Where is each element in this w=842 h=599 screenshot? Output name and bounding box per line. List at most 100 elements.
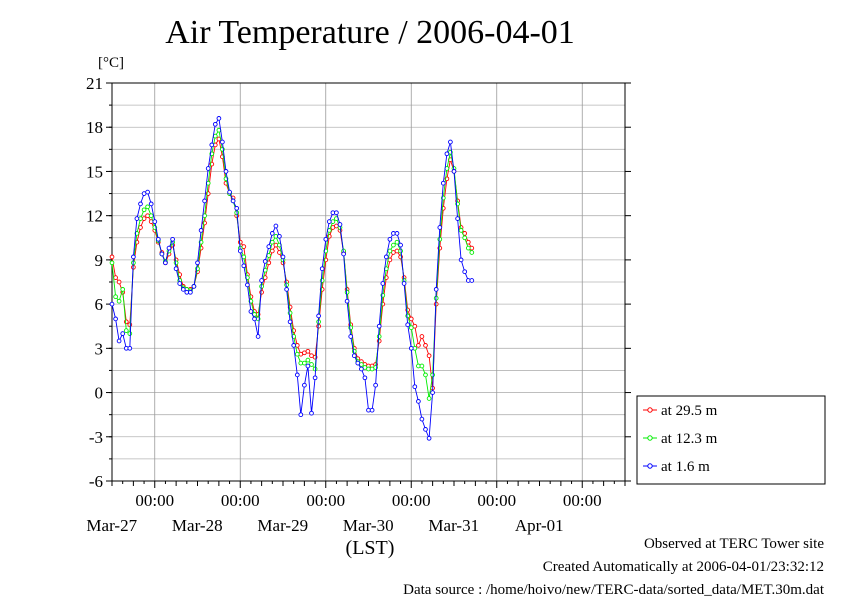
data-point — [220, 139, 225, 145]
data-point — [273, 223, 279, 229]
data-point — [195, 260, 200, 266]
data-point — [319, 266, 325, 272]
data-point — [291, 343, 297, 348]
data-point — [152, 219, 158, 224]
data-point — [391, 242, 396, 248]
y-tick-label: -3 — [89, 428, 103, 447]
y-tick-label: 12 — [86, 207, 103, 226]
data-point — [326, 219, 332, 224]
y-tick-label: 9 — [95, 251, 104, 270]
data-point — [416, 399, 421, 404]
data-point — [316, 313, 321, 319]
data-point — [255, 334, 261, 339]
data-point — [351, 353, 357, 359]
chart-title: Air Temperature / 2006-04-01 — [165, 14, 575, 51]
data-point — [216, 116, 222, 121]
data-point — [287, 319, 293, 325]
data-point — [369, 407, 375, 413]
data-point — [412, 384, 418, 390]
data-point — [120, 331, 126, 336]
data-point — [109, 254, 115, 260]
data-point — [259, 278, 264, 283]
data-point — [173, 260, 179, 266]
data-point — [348, 334, 354, 339]
data-point — [426, 353, 432, 359]
grid-lines — [112, 82, 625, 482]
legend-label: at 1.6 m — [661, 459, 710, 475]
y-axis-unit: [°C] — [98, 55, 124, 71]
y-tick-label: 0 — [95, 384, 104, 403]
data-point — [248, 309, 254, 314]
data-point — [312, 375, 318, 381]
x-date-label: Apr-01 — [515, 516, 564, 535]
data-point — [430, 372, 435, 378]
data-point — [277, 233, 282, 239]
data-point — [309, 410, 314, 416]
data-point — [305, 348, 311, 354]
x-date-label: Mar-27 — [86, 516, 137, 535]
data-point — [448, 139, 453, 145]
data-point — [440, 180, 446, 186]
footer-site: Observed at TERC Tower site — [643, 536, 824, 552]
legend-marker — [647, 463, 653, 469]
data-point — [252, 316, 257, 322]
series-line — [111, 117, 472, 439]
data-point — [344, 289, 350, 295]
data-point — [437, 225, 443, 230]
data-point — [262, 259, 268, 264]
data-point — [223, 169, 229, 174]
footer-source: Data source : /home/hoivo/new/TERC-data/… — [403, 582, 824, 598]
data-point — [138, 225, 143, 230]
data-point — [188, 289, 193, 295]
data-point — [180, 287, 186, 292]
data-point — [302, 382, 307, 388]
data-point — [191, 284, 197, 289]
data-point — [145, 204, 150, 210]
data-point — [398, 242, 403, 248]
data-point — [455, 216, 460, 221]
y-tick-label: 18 — [86, 118, 103, 137]
data-point — [362, 375, 368, 381]
data-point — [109, 260, 115, 266]
data-point — [245, 282, 250, 288]
data-point — [269, 231, 275, 236]
data-point — [387, 236, 393, 242]
data-point — [113, 275, 118, 280]
data-point — [116, 338, 122, 344]
data-point — [462, 235, 468, 241]
data-point — [266, 253, 272, 258]
data-point — [269, 248, 275, 254]
data-point — [419, 416, 425, 422]
data-point — [138, 201, 143, 207]
data-point — [294, 372, 300, 378]
data-point — [109, 301, 115, 307]
data-point — [344, 298, 350, 304]
data-point — [302, 360, 307, 366]
data-point — [145, 189, 150, 195]
x-date-label: Mar-29 — [257, 516, 308, 535]
data-point — [323, 236, 329, 242]
data-point — [212, 121, 218, 127]
legend-label: at 29.5 m — [661, 403, 718, 419]
data-point — [298, 412, 304, 418]
data-point — [284, 287, 289, 292]
data-point — [113, 316, 118, 322]
data-point — [177, 281, 183, 286]
data-point — [337, 222, 343, 227]
y-tick-label: 6 — [95, 295, 104, 314]
x-tick-label: 00:00 — [306, 491, 345, 510]
data-point — [376, 334, 382, 339]
y-tick-label: -6 — [89, 472, 103, 491]
legend-marker — [647, 435, 653, 441]
legend-marker — [647, 407, 653, 413]
data-point — [376, 323, 382, 329]
data-point — [408, 325, 414, 331]
data-point — [173, 266, 179, 272]
x-date-label: Mar-31 — [428, 516, 479, 535]
data-point — [155, 236, 161, 242]
data-point — [198, 228, 204, 233]
data-point — [141, 207, 147, 213]
legend: at 29.5 m at 12.3 m at 1.6 m — [636, 395, 826, 485]
data-point — [469, 250, 475, 255]
